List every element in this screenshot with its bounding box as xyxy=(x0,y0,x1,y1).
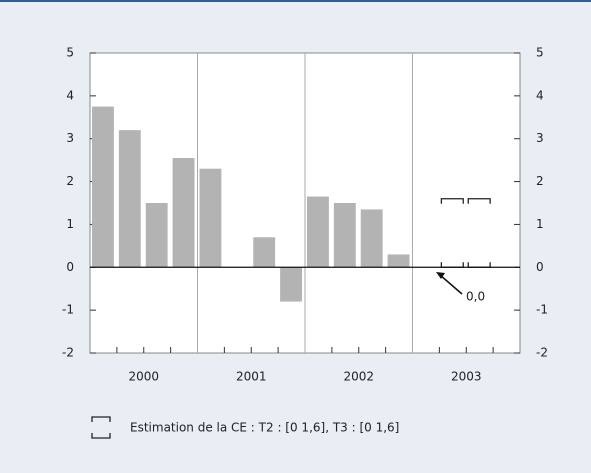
bar xyxy=(360,209,383,268)
y2-tick-label: 5 xyxy=(536,46,544,60)
y-tick-label: 2 xyxy=(66,174,74,188)
y2-tick-label: 2 xyxy=(536,174,544,188)
bar xyxy=(307,196,329,268)
y-tick-label: 4 xyxy=(66,88,74,102)
bar xyxy=(333,203,356,268)
y2-tick-label: 0 xyxy=(536,260,544,274)
y2-tick-label: -2 xyxy=(536,346,548,360)
y2-tick-label: 1 xyxy=(536,217,544,231)
estimate-high xyxy=(467,198,491,204)
estimate-high xyxy=(440,198,464,204)
bar xyxy=(92,106,114,268)
y-tick-label: 0 xyxy=(66,260,74,274)
x-tick-label: 2003 xyxy=(451,370,482,384)
arrow-head xyxy=(436,272,445,279)
bar xyxy=(280,267,302,302)
y-tick-label: -2 xyxy=(62,346,74,360)
bar xyxy=(387,254,410,268)
y-tick-label: 1 xyxy=(66,217,74,231)
annotation-arrow xyxy=(439,274,463,295)
y2-tick-label: 3 xyxy=(536,131,544,145)
bar xyxy=(145,203,168,268)
legend-icon xyxy=(91,416,111,439)
legend-label: Estimation de la CE : T2 : [0 1,6], T3 :… xyxy=(130,421,399,435)
y2-tick-label: 4 xyxy=(536,88,544,102)
y-tick-label: 3 xyxy=(66,131,74,145)
bar xyxy=(172,158,195,268)
annotation: 0,0 xyxy=(466,290,485,304)
bar xyxy=(253,237,276,268)
y2-tick-label: -1 xyxy=(536,303,548,317)
x-tick-label: 2001 xyxy=(236,370,267,384)
y-tick-label: 5 xyxy=(66,46,74,60)
top-rule xyxy=(0,0,591,2)
bar xyxy=(118,130,141,268)
bar xyxy=(199,168,222,268)
y-tick-label: -1 xyxy=(62,303,74,317)
x-tick-label: 2000 xyxy=(128,370,159,384)
x-tick-label: 2002 xyxy=(343,370,374,384)
